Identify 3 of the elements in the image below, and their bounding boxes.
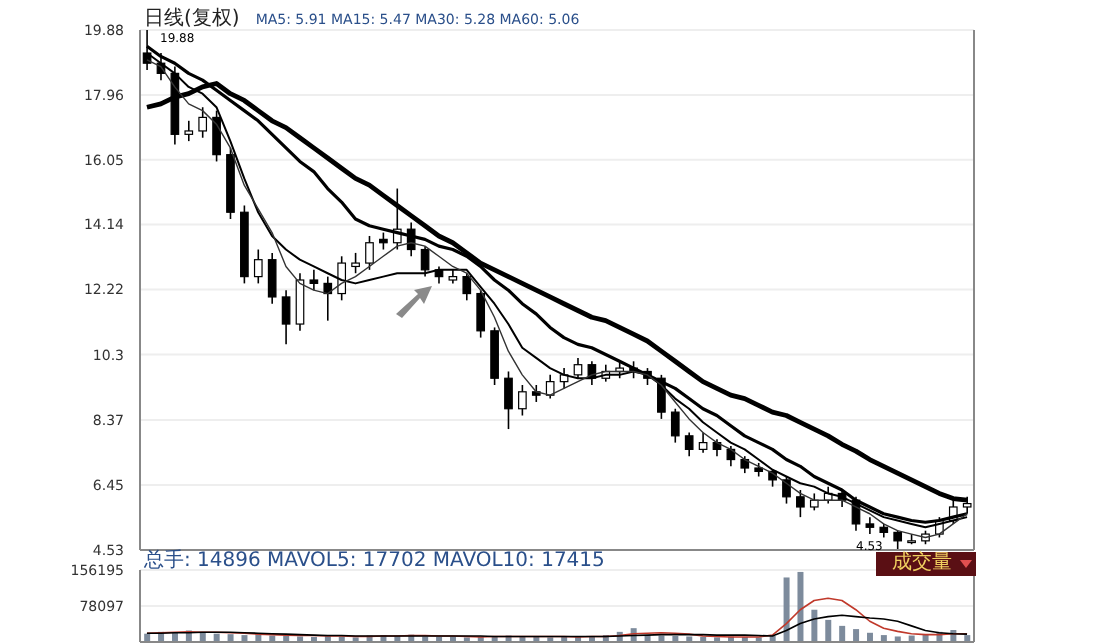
chart-title: 总手: 14896 MAVOL5: 17702 MAVOL10: 17415 [144, 550, 605, 572]
annotation: 成交量 [892, 552, 952, 576]
chart-title: 日线(复权) [144, 8, 240, 30]
